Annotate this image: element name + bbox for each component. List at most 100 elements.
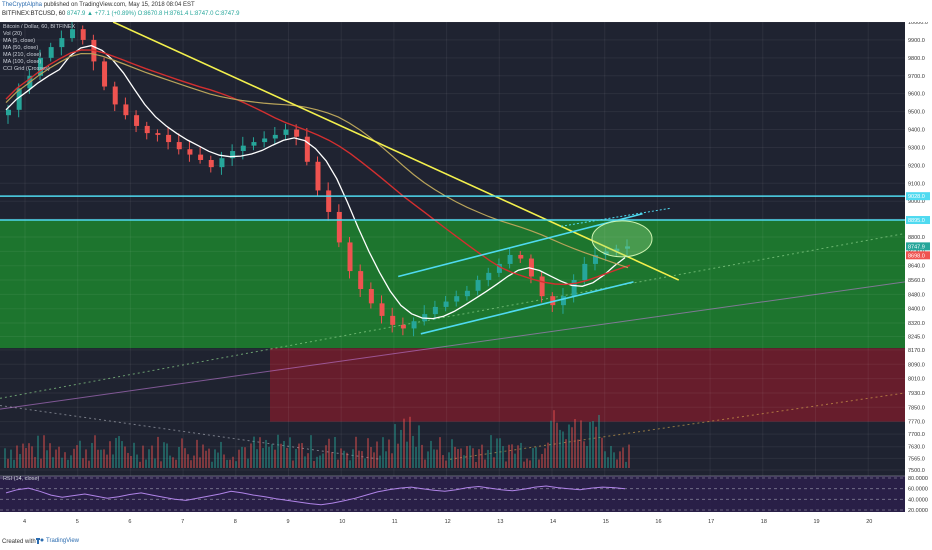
y-tick-label: 7770.0: [908, 420, 925, 426]
volume-bar: [241, 446, 243, 468]
volume-bar: [511, 444, 513, 468]
x-tick-label: 14: [550, 519, 556, 525]
volume-bar: [175, 459, 177, 468]
x-tick-label: 20: [866, 519, 872, 525]
y-tick-label: 7630.0: [908, 445, 925, 451]
volume-bar: [553, 410, 555, 468]
x-tick-label: 17: [708, 519, 714, 525]
volume-bar: [574, 419, 576, 468]
volume-bar: [118, 436, 120, 468]
volume-bar: [484, 459, 486, 468]
y-tick-label: 7930.0: [908, 391, 925, 397]
volume-bar: [499, 438, 501, 468]
candle-body: [592, 254, 598, 264]
publish-info: published on TradingView.com, May 15, 20…: [43, 2, 195, 8]
price-label: 8698.0: [908, 253, 925, 259]
volume-bar: [388, 439, 390, 468]
price-label: 9028.0: [908, 194, 925, 200]
volume-bar: [277, 434, 279, 468]
candle-body: [70, 29, 76, 39]
y-tick-label: 8480.0: [908, 292, 925, 298]
candle-body: [496, 263, 502, 273]
volume-bar: [172, 457, 174, 468]
volume-bar: [436, 449, 438, 468]
volume-bar: [466, 446, 468, 468]
tradingview-brand[interactable]: TradingView: [36, 538, 79, 544]
volume-bar: [487, 449, 489, 468]
y-tick-label: 8090.0: [908, 362, 925, 368]
candle-body: [38, 57, 44, 76]
x-tick-label: 12: [445, 519, 451, 525]
y-tick-label: 9800.0: [908, 56, 925, 62]
indicator-ma210: MA (210, close): [3, 52, 42, 58]
volume-bar: [589, 421, 591, 468]
symbol-line: BITFINEX:BTCUSD, 60 8747.9 ▲ +77.1 (+0.8…: [2, 11, 239, 17]
volume-bar: [193, 455, 195, 468]
candle-body: [187, 149, 193, 155]
price-chart[interactable]: 10000.09900.09800.09700.09600.09500.0940…: [0, 22, 932, 536]
volume-bar: [361, 451, 363, 468]
volume-bar: [289, 437, 291, 468]
guide-line: [0, 404, 381, 460]
guide-line: [0, 232, 906, 399]
volume-bar: [4, 448, 6, 468]
candle-body: [59, 38, 65, 48]
volume-bar: [70, 455, 72, 468]
volume-bar: [343, 450, 345, 468]
volume-bar: [220, 441, 222, 468]
volume-bar: [7, 458, 9, 468]
author-link[interactable]: TheCryptAlpha: [2, 2, 43, 8]
volume-bar: [616, 459, 618, 468]
volume-bar: [211, 461, 213, 468]
volume-bar: [319, 455, 321, 468]
volume-bar: [295, 448, 297, 468]
candle-body: [123, 104, 129, 116]
volume-bar: [424, 459, 426, 468]
volume-bar: [10, 449, 12, 468]
candle-body: [347, 242, 353, 272]
candle-body: [251, 142, 257, 146]
volume-bar: [256, 449, 258, 468]
volume-bar: [328, 438, 330, 468]
y-tick-label: 9600.0: [908, 92, 925, 98]
candle-body: [390, 315, 396, 325]
volume-bar: [268, 446, 270, 468]
time-axis: [0, 512, 932, 536]
candle-body: [603, 251, 609, 255]
volume-bar: [61, 457, 63, 468]
volume-bar: [106, 454, 108, 468]
breakout-highlight: [591, 220, 653, 258]
volume-bar: [451, 439, 453, 468]
volume-bar: [115, 437, 117, 468]
y-tick-label: 8560.0: [908, 278, 925, 284]
x-tick-label: 6: [128, 519, 131, 525]
y-tick-label: 8320.0: [908, 321, 925, 327]
volume-bar: [448, 452, 450, 468]
volume-bar: [460, 448, 462, 468]
volume-bar: [31, 446, 33, 468]
volume-bar: [79, 440, 81, 468]
volume-bar: [571, 427, 573, 468]
volume-bar: [250, 443, 252, 468]
candle-body: [528, 258, 534, 277]
candle-body: [176, 142, 182, 150]
x-tick-label: 15: [603, 519, 609, 525]
volume-bar: [232, 456, 234, 468]
candle-body: [240, 145, 246, 152]
volume-bar: [334, 436, 336, 468]
volume-bar: [97, 449, 99, 468]
volume-bar: [415, 446, 417, 468]
volume-bar: [85, 449, 87, 468]
y-tick-label: 9900.0: [908, 38, 925, 44]
y-tick-label: 9000.0: [908, 199, 925, 205]
price-label: 8747.9: [908, 244, 925, 250]
candle-body: [262, 138, 268, 143]
volume-bar: [136, 454, 138, 468]
indicator-ma50: MA (50, close): [3, 45, 39, 51]
volume-bar: [346, 452, 348, 468]
volume-bar: [373, 452, 375, 468]
y-tick-label: 7850.0: [908, 405, 925, 411]
volume-bar: [337, 459, 339, 468]
volume-bar: [403, 418, 405, 468]
rsi-background: [0, 476, 905, 512]
